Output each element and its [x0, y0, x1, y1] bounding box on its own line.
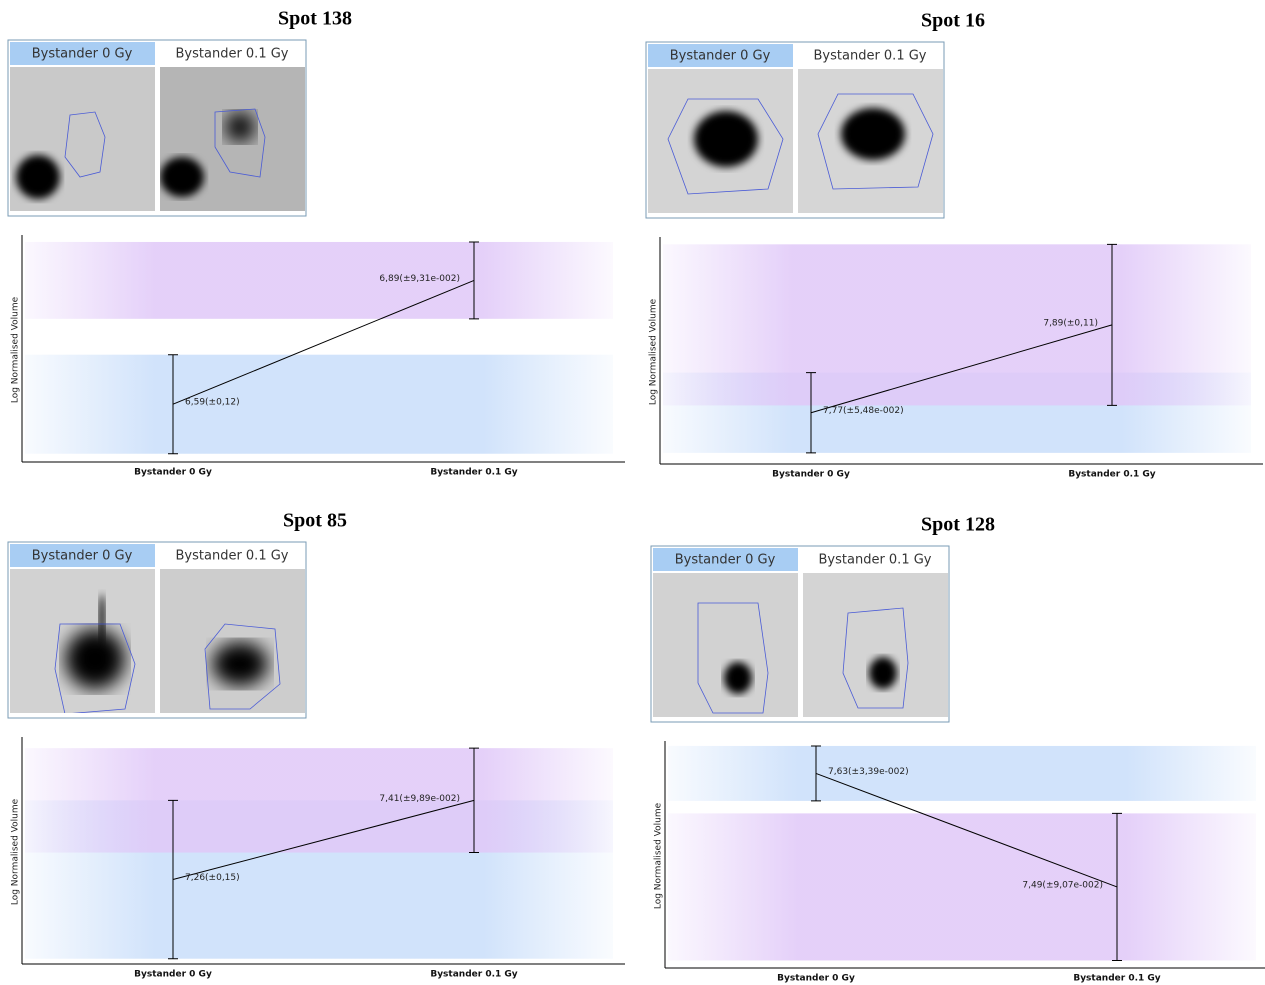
gel-image [653, 573, 798, 717]
gel-background [803, 573, 948, 717]
value-label: 6,89(±9,31e-002) [379, 274, 460, 284]
spot-outline [817, 93, 934, 190]
image-tab [798, 44, 943, 67]
value-label: 7,77(±5,48e-002) [823, 406, 904, 416]
image-tab-label: Bystander 0 Gy [670, 49, 771, 64]
spot-outline [697, 602, 769, 714]
panel: Spot 16 Bystander 0 Gy Bystander 0.1 Gy Log… [645, 10, 1263, 480]
spot-outline [842, 607, 909, 709]
gel-spot [225, 112, 255, 142]
spot-outline [64, 111, 106, 178]
x-tick-label: Bystander 0 Gy [134, 970, 212, 980]
gel-spot [212, 642, 268, 686]
error-band [25, 241, 613, 319]
error-bar [1107, 243, 1117, 406]
gel-spot [99, 594, 105, 644]
gel-image [10, 569, 155, 713]
gel-spot [65, 629, 125, 689]
error-bar [168, 799, 178, 960]
mean-line [815, 772, 1118, 888]
image-tab-label: Bystander 0 Gy [32, 549, 133, 564]
x-tick-label: Bystander 0 Gy [777, 974, 855, 984]
gel-spot [724, 662, 752, 694]
error-bar [168, 354, 178, 455]
gel-image [648, 69, 793, 213]
y-axis-label: Log Normalised Volume [654, 802, 664, 909]
y-axis-label: Log Normalised Volume [649, 298, 659, 405]
mean-line [810, 324, 1113, 414]
gel-image [803, 573, 948, 717]
value-label: 7,89(±0,11) [1043, 318, 1098, 328]
error-bar [806, 372, 816, 454]
mean-line [172, 279, 475, 405]
image-tab [648, 44, 793, 67]
panel-title: Spot 138 [278, 8, 352, 30]
error-bar [469, 747, 479, 854]
x-tick-label: Bystander 0 Gy [134, 468, 212, 478]
gel-spot [160, 157, 204, 197]
value-label: 7,26(±0,15) [185, 873, 240, 883]
value-label: 7,63(±3,39e-002) [828, 767, 909, 777]
value-label: 7,49(±9,07e-002) [1022, 880, 1103, 890]
image-tab [803, 548, 948, 571]
error-band [668, 745, 1256, 801]
panel-title: Spot 85 [283, 510, 347, 532]
image-tab [160, 42, 305, 65]
value-label: 7,41(±9,89e-002) [379, 794, 460, 804]
image-tab-label: Bystander 0.1 Gy [814, 49, 927, 64]
spot-outline [204, 623, 281, 710]
panel-title: Spot 16 [921, 10, 985, 32]
y-axis-label: Log Normalised Volume [11, 296, 21, 403]
image-tab-label: Bystander 0 Gy [675, 553, 776, 568]
image-tab-label: Bystander 0.1 Gy [819, 553, 932, 568]
mean-line [172, 799, 475, 881]
x-tick-label: Bystander 0.1 Gy [430, 468, 517, 478]
x-tick-label: Bystander 0.1 Gy [1073, 974, 1160, 984]
image-tab [10, 42, 155, 65]
error-band [25, 354, 613, 454]
error-band [25, 748, 613, 853]
value-label: 6,59(±0,12) [185, 398, 240, 408]
image-tab [10, 544, 155, 567]
gel-background [653, 573, 798, 717]
panel: Spot 138 Bystander 0 Gy Bystander 0.1 Gy Lo… [7, 8, 625, 478]
panel: Spot 128 Bystander 0 Gy Bystander 0.1 Gy Lo… [650, 514, 1265, 984]
gel-spot [694, 111, 758, 167]
error-band [668, 813, 1256, 961]
x-tick-label: Bystander 0.1 Gy [1068, 470, 1155, 480]
image-tab-label: Bystander 0.1 Gy [176, 47, 289, 62]
gel-spot [16, 155, 60, 199]
y-axis-label: Log Normalised Volume [11, 798, 21, 905]
error-band [663, 244, 1251, 406]
spot-outline [214, 108, 266, 178]
gel-spot [841, 108, 905, 160]
gel-image [10, 67, 155, 211]
spot-outline [667, 98, 784, 195]
image-tab [653, 548, 798, 571]
image-tab-label: Bystander 0 Gy [32, 47, 133, 62]
gel-image [798, 69, 943, 213]
gel-spot [869, 657, 897, 689]
x-tick-label: Bystander 0.1 Gy [430, 970, 517, 980]
panel-title: Spot 128 [921, 514, 995, 536]
gel-image [160, 67, 305, 211]
image-tab [160, 544, 305, 567]
spot-outline [54, 623, 136, 713]
error-bar [1112, 812, 1122, 961]
x-tick-label: Bystander 0 Gy [772, 470, 850, 480]
gel-image [160, 569, 305, 713]
error-bar [469, 241, 479, 320]
image-tab-label: Bystander 0.1 Gy [176, 549, 289, 564]
gel-background [160, 569, 305, 713]
error-bar [811, 745, 821, 802]
panel: Spot 85 Bystander 0 Gy Bystander 0.1 Gy Log… [7, 510, 625, 980]
